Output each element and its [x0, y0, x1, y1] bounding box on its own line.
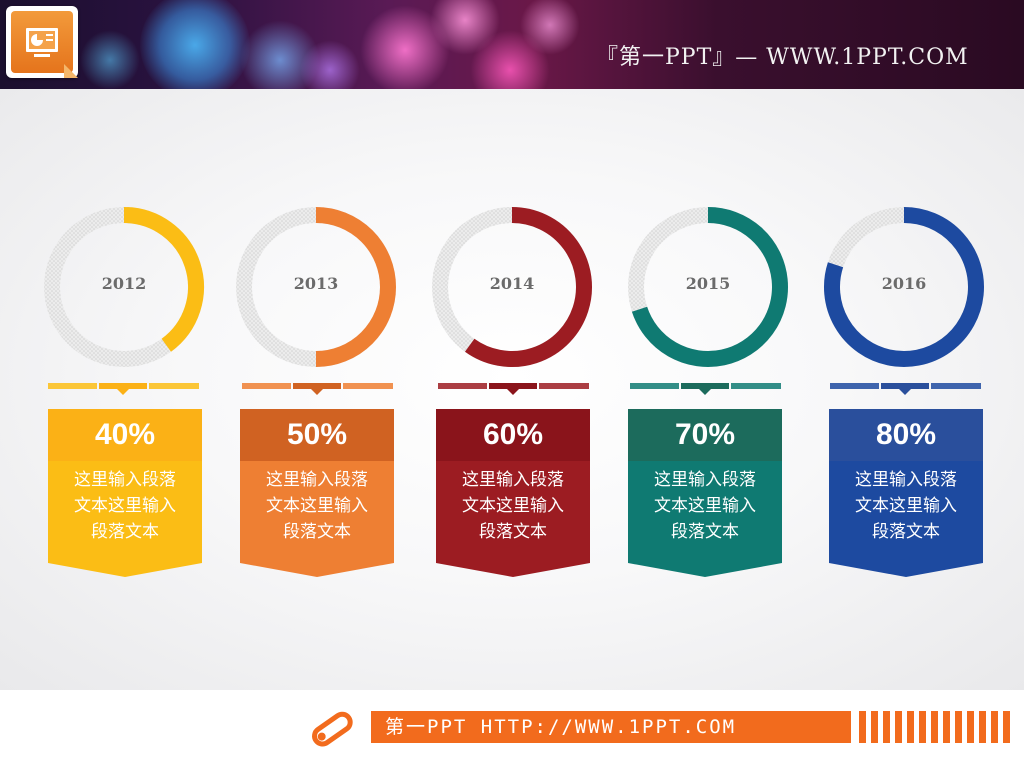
tab-divider: [48, 383, 200, 395]
card-description: 这里输入段落 文本这里输入 段落文本: [654, 470, 756, 542]
card-description: 这里输入段落 文本这里输入 段落文本: [74, 470, 176, 542]
tab-segment: [931, 383, 981, 389]
year-column: 2016: [819, 89, 989, 690]
tab-segment: [99, 383, 147, 389]
card-shape: [436, 409, 590, 577]
donut-chart: [236, 207, 396, 367]
tab-pointer: [699, 389, 711, 395]
percent-card: 70% 这里输入段落 文本这里输入 段落文本: [628, 409, 782, 577]
card-shape: [240, 409, 394, 577]
year-column: 2013: [231, 89, 401, 690]
footer-bar: [371, 711, 851, 743]
pencil-icon: [312, 711, 353, 747]
year-column: 2015: [623, 89, 793, 690]
tab-segment: [539, 383, 589, 389]
tab-segment: [731, 383, 781, 389]
donut-value-arc: [123, 207, 204, 352]
card-shape: [628, 409, 782, 577]
bokeh-light: [140, 0, 250, 89]
percent-card: 50% 这里输入段落 文本这里输入 段落文本: [240, 409, 394, 577]
percent-value: 70%: [674, 418, 736, 451]
tab-segment: [630, 383, 679, 389]
footer-stripe: [943, 711, 950, 743]
year-label: 2012: [101, 274, 147, 293]
percent-card: 60% 这里输入段落 文本这里输入 段落文本: [436, 409, 590, 577]
header-title: 『第一PPT』— WWW.1PPT.COM: [596, 45, 969, 70]
card-description: 这里输入段落 文本这里输入 段落文本: [462, 470, 564, 542]
header-banner: 『第一PPT』— WWW.1PPT.COM: [0, 0, 1024, 89]
tab-segment: [489, 383, 537, 389]
tab-segment: [438, 383, 487, 389]
card-shape: [48, 409, 202, 577]
footer-stripe: [895, 711, 902, 743]
tab-segment: [881, 383, 929, 389]
bokeh-light: [80, 30, 140, 89]
year-label: 2013: [293, 274, 339, 293]
percent-value: 50%: [286, 418, 348, 451]
footer-stripe: [931, 711, 938, 743]
footer-stripe: [1003, 711, 1010, 743]
tab-segment: [48, 383, 97, 389]
footer: 第一PPT HTTP://WWW.1PPT.COM: [0, 690, 1024, 768]
footer-stripe: [955, 711, 962, 743]
footer-stripe: [979, 711, 986, 743]
year-label: 2015: [685, 274, 731, 293]
card-description: 这里输入段落 文本这里输入 段落文本: [855, 470, 957, 542]
footer-stripe: [907, 711, 914, 743]
percent-value: 60%: [482, 418, 544, 451]
tab-pointer: [507, 389, 519, 395]
donut-value-arc: [631, 207, 788, 367]
donut-chart: [432, 207, 592, 367]
donut-value-arc: [824, 207, 984, 367]
year-column: 2012: [39, 89, 209, 690]
footer-stripe: [871, 711, 878, 743]
year-column: 2014: [427, 89, 597, 690]
footer-url[interactable]: 第一PPT HTTP://WWW.1PPT.COM: [385, 716, 737, 738]
footer-stripe: [967, 711, 974, 743]
bokeh-light: [520, 0, 580, 55]
donut-chart: [44, 207, 204, 367]
tab-segment: [343, 383, 393, 389]
donut-chart: [824, 207, 984, 367]
footer-stripe: [859, 711, 866, 743]
tab-segment: [830, 383, 879, 389]
tab-segment: [242, 383, 291, 389]
chart-area: 2012 2013 2014 2015 2016 40% 这里输入段落 文本这里输入 段落文本…: [0, 89, 1024, 690]
card-shape: [829, 409, 983, 577]
year-label: 2016: [881, 274, 927, 293]
percent-card: 80% 这里输入段落 文本这里输入 段落文本: [829, 409, 983, 577]
donut-chart: [628, 207, 788, 367]
tab-pointer: [311, 389, 323, 395]
donut-value-arc: [315, 207, 396, 367]
footer-stripe: [919, 711, 926, 743]
percent-value: 40%: [94, 418, 156, 451]
bokeh-light: [300, 40, 360, 89]
tab-divider: [242, 383, 394, 395]
tab-segment: [149, 383, 199, 389]
tab-pointer: [899, 389, 911, 395]
percent-value: 80%: [875, 418, 937, 451]
powerpoint-icon: [6, 6, 78, 78]
tab-divider: [438, 383, 590, 395]
donut-value-arc: [464, 207, 592, 367]
percent-card: 40% 这里输入段落 文本这里输入 段落文本: [48, 409, 202, 577]
tab-segment: [681, 383, 729, 389]
year-label: 2014: [489, 274, 535, 293]
footer-stripe: [991, 711, 998, 743]
tab-divider: [830, 383, 982, 395]
tab-divider: [630, 383, 782, 395]
tab-pointer: [117, 389, 129, 395]
footer-stripe: [883, 711, 890, 743]
card-description: 这里输入段落 文本这里输入 段落文本: [266, 470, 368, 542]
tab-segment: [293, 383, 341, 389]
